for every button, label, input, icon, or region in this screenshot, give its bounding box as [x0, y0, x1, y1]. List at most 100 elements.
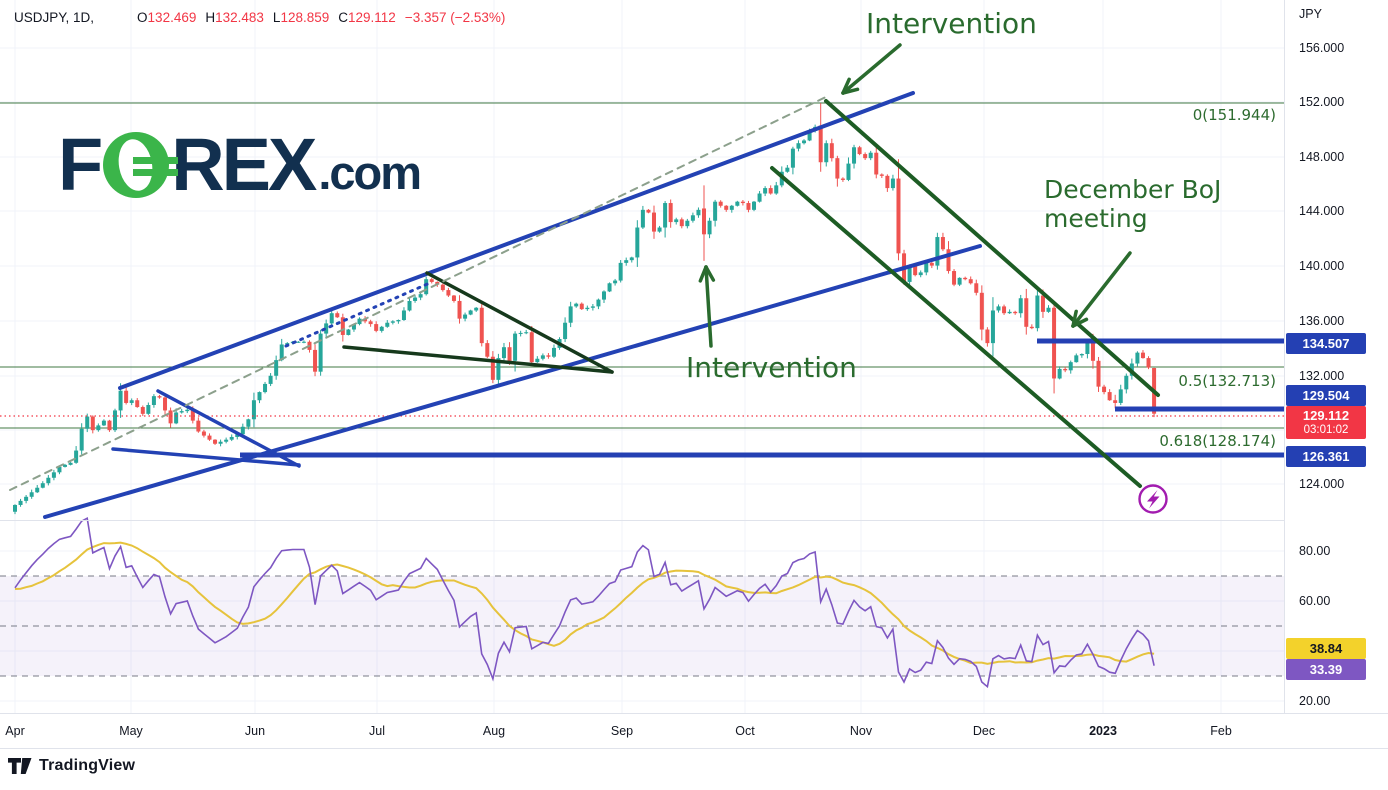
candle-body[interactable] — [1140, 352, 1145, 359]
candle-body[interactable] — [796, 143, 801, 149]
candle-body[interactable] — [829, 143, 834, 159]
candle-body[interactable] — [702, 208, 707, 235]
candle-body[interactable] — [929, 262, 934, 266]
candle-body[interactable] — [752, 201, 757, 210]
pennant2-upper-line[interactable] — [425, 271, 614, 374]
candle-body[interactable] — [946, 249, 951, 272]
candle-body[interactable] — [1102, 386, 1107, 393]
candle-body[interactable] — [85, 416, 90, 429]
candle-body[interactable] — [1146, 358, 1151, 368]
candle-body[interactable] — [985, 329, 990, 344]
candle-body[interactable] — [735, 201, 740, 206]
candle-body[interactable] — [279, 344, 284, 361]
lightning-badge-icon[interactable] — [1138, 484, 1168, 514]
candle-body[interactable] — [496, 358, 501, 380]
time-axis[interactable]: Apr May Jun Jul Aug Sep Oct Nov Dec 2023 Feb — [0, 713, 1388, 749]
candle-body[interactable] — [507, 347, 512, 361]
candle-body[interactable] — [963, 277, 968, 280]
annotation-december-boj[interactable]: December BoJ meeting — [1044, 175, 1221, 234]
tradingview-attribution[interactable]: TradingView — [8, 757, 135, 775]
candle-body[interactable] — [401, 310, 406, 320]
candle-body[interactable] — [840, 178, 845, 180]
candle-body[interactable] — [29, 492, 34, 497]
candle-body[interactable] — [424, 279, 429, 295]
candle-body[interactable] — [1096, 360, 1101, 387]
candle-body[interactable] — [368, 321, 373, 325]
candle-body[interactable] — [935, 237, 940, 266]
candle-body[interactable] — [990, 310, 995, 344]
candle-body[interactable] — [351, 324, 356, 330]
down-channel-line-1[interactable] — [824, 99, 1160, 397]
candle-body[interactable] — [868, 152, 873, 159]
candle-body[interactable] — [1068, 362, 1073, 371]
candle-body[interactable] — [607, 283, 612, 292]
time-axis-tick-Feb[interactable]: Feb — [1210, 724, 1232, 738]
candle-body[interactable] — [1029, 326, 1034, 329]
candle-body[interactable] — [451, 295, 456, 301]
symbol-title[interactable]: USDJPY, 1D, — [14, 10, 95, 25]
candle-body[interactable] — [151, 396, 156, 405]
candle-body[interactable] — [785, 167, 790, 172]
candle-body[interactable] — [818, 125, 823, 163]
wedge-dotted-segment[interactable] — [284, 280, 434, 348]
pennant2-lower-line[interactable] — [342, 345, 614, 374]
candle-body[interactable] — [874, 152, 879, 175]
candle-body[interactable] — [263, 383, 268, 393]
candle-body[interactable] — [696, 209, 701, 216]
candle-body[interactable] — [807, 130, 812, 141]
candle-body[interactable] — [657, 227, 662, 232]
time-axis-tick-Sep[interactable]: Sep — [610, 724, 634, 738]
candle-body[interactable] — [546, 355, 551, 357]
time-axis-tick-Nov[interactable]: Nov — [849, 724, 873, 738]
candle-body[interactable] — [674, 219, 679, 223]
candle-body[interactable] — [996, 306, 1001, 311]
candle-body[interactable] — [313, 349, 318, 372]
candle-body[interactable] — [224, 439, 229, 442]
candle-body[interactable] — [457, 300, 462, 319]
candle-body[interactable] — [952, 271, 957, 285]
time-axis-tick-Dec[interactable]: Dec — [972, 724, 996, 738]
candle-body[interactable] — [146, 405, 151, 414]
rsi-line[interactable] — [14, 516, 1155, 689]
annotation-intervention-top[interactable]: Intervention — [866, 7, 1037, 40]
candle-body[interactable] — [918, 272, 923, 276]
candle-body[interactable] — [707, 220, 712, 235]
candle-body[interactable] — [285, 343, 290, 345]
candle-body[interactable] — [190, 409, 195, 421]
candle-body[interactable] — [235, 434, 240, 437]
candle-body[interactable] — [668, 203, 673, 223]
candle-body[interactable] — [879, 174, 884, 176]
candle-body[interactable] — [551, 347, 556, 357]
candle-body[interactable] — [824, 143, 829, 163]
wedge-upper-line[interactable] — [118, 91, 915, 390]
candle-body[interactable] — [168, 410, 173, 424]
candle-body[interactable] — [490, 356, 495, 380]
candle-body[interactable] — [440, 284, 445, 291]
candle-body[interactable] — [13, 504, 17, 512]
candle-body[interactable] — [1113, 400, 1118, 403]
candle-body[interactable] — [1018, 298, 1023, 314]
candle-body[interactable] — [51, 472, 56, 478]
time-axis-tick-Oct[interactable]: Oct — [735, 724, 755, 738]
candle-body[interactable] — [579, 303, 584, 310]
candle-body[interactable] — [651, 212, 656, 232]
candle-body[interactable] — [685, 220, 690, 227]
candle-body[interactable] — [729, 205, 734, 210]
candle-body[interactable] — [296, 341, 301, 343]
intervention-mid-arrow[interactable] — [698, 265, 716, 348]
candle-body[interactable] — [218, 441, 223, 444]
time-axis-tick-Jul[interactable]: Jul — [369, 724, 385, 738]
candle-body[interactable] — [857, 147, 862, 155]
price-axis[interactable]: JPY 156.000 152.000 148.000 144.000 140.000 13… — [1284, 0, 1388, 713]
candle-body[interactable] — [1124, 375, 1129, 390]
pennant1-lower-line[interactable] — [111, 447, 301, 467]
candle-body[interactable] — [568, 306, 573, 323]
candle-body[interactable] — [318, 333, 323, 372]
candle-body[interactable] — [63, 464, 68, 467]
candle-body[interactable] — [713, 201, 718, 221]
candle-body[interactable] — [390, 321, 395, 323]
candle-body[interactable] — [24, 496, 29, 501]
candle-body[interactable] — [574, 303, 579, 307]
candle-body[interactable] — [863, 154, 868, 159]
chart-canvas[interactable] — [0, 0, 1284, 713]
